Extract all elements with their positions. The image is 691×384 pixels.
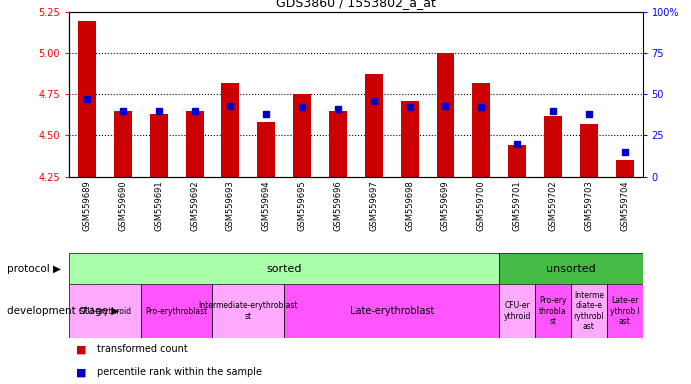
Text: GSM559697: GSM559697	[369, 180, 378, 231]
Bar	[284, 284, 499, 338]
Text: unsorted: unsorted	[546, 264, 596, 274]
Bar	[213, 284, 284, 338]
Bar	[401, 101, 419, 177]
Bar	[78, 22, 96, 177]
Bar	[114, 111, 132, 177]
Text: development stage ▶: development stage ▶	[7, 306, 119, 316]
Bar	[508, 145, 526, 177]
Text: GSM559695: GSM559695	[298, 180, 307, 231]
Bar	[437, 53, 455, 177]
Text: GSM559690: GSM559690	[118, 180, 127, 231]
Bar	[293, 94, 311, 177]
Bar	[69, 253, 499, 284]
Text: Late-er
ythrob l
ast: Late-er ythrob l ast	[610, 296, 640, 326]
Bar	[365, 74, 383, 177]
Bar	[499, 253, 643, 284]
Text: GSM559694: GSM559694	[262, 180, 271, 231]
Text: GSM559691: GSM559691	[154, 180, 163, 231]
Text: Intermediate-erythroblast
st: Intermediate-erythroblast st	[198, 301, 298, 321]
Bar	[473, 83, 491, 177]
Bar	[535, 284, 571, 338]
Text: ■: ■	[76, 344, 86, 354]
Text: GSM559693: GSM559693	[226, 180, 235, 231]
Bar	[257, 122, 275, 177]
Bar	[329, 111, 347, 177]
Bar	[150, 114, 168, 177]
Text: ■: ■	[76, 367, 86, 377]
Bar	[571, 284, 607, 338]
Text: GSM559689: GSM559689	[82, 180, 91, 231]
Text: GSM559702: GSM559702	[549, 180, 558, 231]
Text: transformed count: transformed count	[97, 344, 187, 354]
Text: GSM559704: GSM559704	[621, 180, 630, 231]
Text: percentile rank within the sample: percentile rank within the sample	[97, 367, 262, 377]
Text: GSM559698: GSM559698	[405, 180, 414, 231]
Text: Pro-erythroblast: Pro-erythroblast	[146, 306, 208, 316]
Text: GSM559703: GSM559703	[585, 180, 594, 231]
Text: GSM559696: GSM559696	[334, 180, 343, 231]
Bar	[580, 124, 598, 177]
Bar	[221, 83, 239, 177]
Title: GDS3860 / 1553802_a_at: GDS3860 / 1553802_a_at	[276, 0, 436, 9]
Bar	[499, 284, 535, 338]
Text: Pro-ery
throbla
st: Pro-ery throbla st	[539, 296, 567, 326]
Bar	[186, 111, 204, 177]
Bar	[141, 284, 212, 338]
Text: Late-erythroblast: Late-erythroblast	[350, 306, 434, 316]
Text: CFU-er
ythroid: CFU-er ythroid	[504, 301, 531, 321]
Text: Interme
diate-e
rythrobl
ast: Interme diate-e rythrobl ast	[574, 291, 604, 331]
Text: protocol ▶: protocol ▶	[7, 264, 61, 274]
Bar	[69, 284, 141, 338]
Text: GSM559701: GSM559701	[513, 180, 522, 231]
Bar	[544, 116, 562, 177]
Text: sorted: sorted	[267, 264, 302, 274]
Text: CFU-erythroid: CFU-erythroid	[78, 306, 131, 316]
Text: GSM559692: GSM559692	[190, 180, 199, 231]
Text: GSM559699: GSM559699	[441, 180, 450, 231]
Bar	[607, 284, 643, 338]
Text: GSM559700: GSM559700	[477, 180, 486, 231]
Bar	[616, 160, 634, 177]
